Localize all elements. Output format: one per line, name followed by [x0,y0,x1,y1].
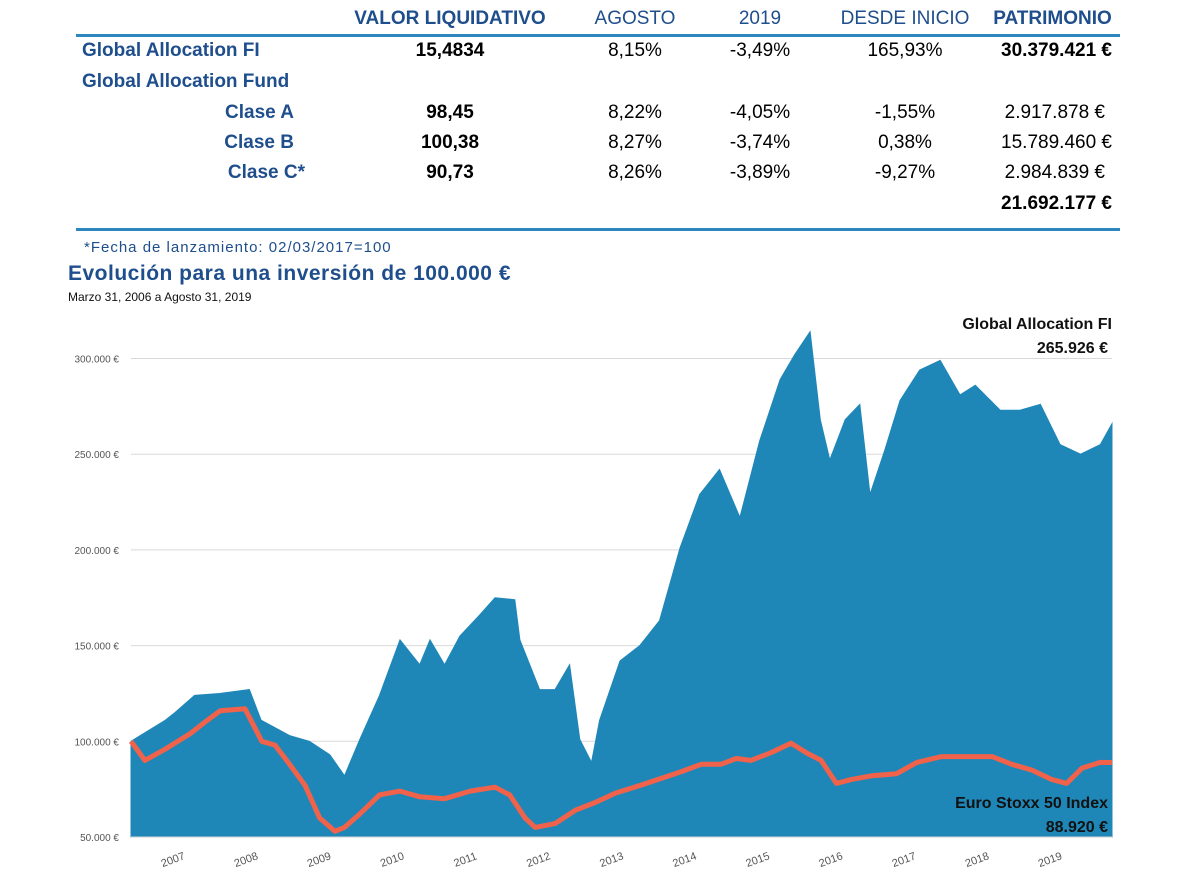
x-tick-label: 2014 [671,850,698,870]
header-valor-liquidativo: VALOR LIQUIDATIVO [354,8,546,29]
total-patrimonio: 21.692.177 € [1001,193,1112,214]
row-agosto: 8,15% [608,40,662,61]
row-desde-inicio: -1,55% [874,102,936,123]
row-valor: 100,38 [420,132,480,153]
row-name: Clase B [224,132,294,153]
y-tick-label: 250.000 € [75,450,120,461]
x-tick-label: 2016 [817,850,844,870]
fund-series-end-value: 265.926 € [1037,340,1108,357]
x-tick-label: 2007 [160,850,187,870]
x-tick-label: 2015 [744,850,771,870]
row-2019: -3,74% [729,132,791,153]
index-line-series [128,706,1113,834]
row-agosto: 8,26% [608,162,662,183]
index-series-name: Euro Stoxx 50 Index [955,795,1108,812]
row-valor: 90,73 [426,162,474,183]
row-2019: -3,89% [729,162,791,183]
x-tick-label: 2010 [379,850,406,870]
index-series-end-value: 88.920 € [1046,819,1108,836]
x-tick-label: 2008 [233,850,260,870]
fund-series-name: Global Allocation FI [962,316,1112,333]
row-name: Global Allocation FI [82,40,260,61]
header-agosto: AGOSTO [594,8,676,29]
row-desde-inicio: 0,38% [878,132,932,153]
y-tick-label: 50.000 € [80,833,119,844]
series-labels: Global Allocation FI 265.926 € Euro Stoxx … [955,316,1112,836]
x-tick-label: 2017 [891,850,918,870]
row-patrimonio: 30.379.421 € [1001,40,1112,61]
row-desde-inicio: 165,93% [867,40,943,61]
row-2019: -4,05% [729,102,791,123]
row-patrimonio: 2.917.878 € [1004,102,1105,123]
row-name: Global Allocation Fund [82,71,290,92]
y-axis: 50.000 € 100.000 € 150.000 € 200.000 € 250.0… [75,355,120,845]
y-tick-label: 150.000 € [75,642,120,653]
y-tick-label: 200.000 € [75,546,120,557]
x-tick-label: 2018 [964,850,991,870]
row-agosto: 8,22% [608,102,662,123]
table-top-rule [76,34,1120,37]
row-name: Clase A [225,102,294,123]
header-desde-inicio: DESDE INICIO [840,8,970,29]
x-axis: 2007 2008 2009 2010 2011 2012 2013 2014 2015 2016… [160,850,1064,870]
row-name: Clase C* [227,162,305,183]
row-2019: -3,49% [729,40,791,61]
y-tick-label: 100.000 € [75,737,120,748]
table-bottom-rule [76,228,1120,231]
row-valor: 15,4834 [415,40,485,61]
row-patrimonio: 15.789.460 € [1001,132,1112,153]
row-agosto: 8,27% [608,132,662,153]
fund-area-series [130,330,1113,838]
chart-title: Evolución para una inversión de 100.000 … [68,262,512,285]
x-tick-label: 2019 [1037,850,1064,870]
footnote: *Fecha de lanzamiento: 02/03/2017=100 [84,239,392,256]
row-valor: 98,45 [426,102,474,123]
x-tick-label: 2009 [306,850,333,870]
series-layer [128,330,1113,838]
row-desde-inicio: -9,27% [874,162,936,183]
y-tick-label: 300.000 € [75,355,120,366]
header-2019: 2019 [738,8,782,29]
chart-subtitle: Marzo 31, 2006 a Agosto 31, 2019 [68,290,252,304]
x-tick-label: 2013 [598,850,625,870]
x-tick-label: 2011 [452,850,478,869]
header-patrimonio: PATRIMONIO [993,8,1112,29]
x-tick-label: 2012 [525,850,552,870]
row-patrimonio: 2.984.839 € [1004,162,1105,183]
